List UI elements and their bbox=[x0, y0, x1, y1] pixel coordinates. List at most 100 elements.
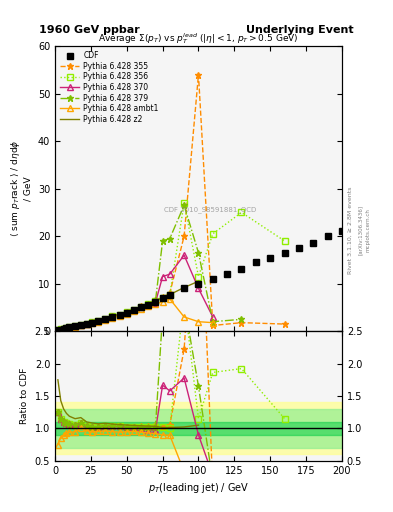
Pythia 6.428 355 bbox=[90, 319, 95, 326]
Pythia 6.428 z2 bbox=[196, 278, 201, 284]
Pythia 6.428 z2 bbox=[160, 295, 165, 301]
Pythia 6.428 370 bbox=[110, 313, 115, 319]
Pythia 6.428 355 bbox=[139, 304, 143, 310]
Pythia 6.428 370 bbox=[55, 327, 60, 333]
Pythia 6.428 z2 bbox=[96, 317, 101, 324]
CDF bbox=[146, 302, 151, 308]
Pythia 6.428 370 bbox=[146, 302, 151, 308]
CDF bbox=[59, 327, 63, 333]
Pythia 6.428 379 bbox=[160, 238, 165, 244]
CDF bbox=[96, 318, 101, 324]
Bar bbox=[55, 409, 342, 448]
Pythia 6.428 370 bbox=[117, 311, 122, 317]
Pythia 6.428 370 bbox=[67, 324, 72, 330]
Pythia 6.428 z2 bbox=[64, 324, 69, 330]
CDF bbox=[132, 307, 136, 313]
CDF bbox=[79, 323, 83, 329]
CDF bbox=[67, 324, 72, 330]
Pythia 6.428 z2 bbox=[55, 327, 60, 333]
CDF bbox=[90, 319, 95, 326]
Pythia 6.428 ambt1 bbox=[211, 319, 215, 326]
Line: Pythia 6.428 356: Pythia 6.428 356 bbox=[55, 200, 287, 333]
Pythia 6.428 355 bbox=[73, 323, 77, 329]
Pythia 6.428 379 bbox=[196, 250, 201, 256]
Pythia 6.428 356 bbox=[167, 291, 172, 297]
CDF bbox=[225, 271, 230, 278]
Pythia 6.428 370 bbox=[160, 273, 165, 280]
Pythia 6.428 z2 bbox=[146, 301, 151, 307]
Pythia 6.428 379 bbox=[64, 325, 69, 331]
Pythia 6.428 379 bbox=[167, 236, 172, 242]
Pythia 6.428 ambt1 bbox=[139, 306, 143, 312]
Pythia 6.428 ambt1 bbox=[84, 321, 89, 327]
Pythia 6.428 355 bbox=[211, 323, 215, 329]
CDF bbox=[311, 240, 316, 246]
CDF bbox=[160, 295, 165, 302]
Pythia 6.428 356 bbox=[160, 295, 165, 301]
Pythia 6.428 355 bbox=[117, 311, 122, 317]
Pythia 6.428 ambt1 bbox=[160, 298, 165, 305]
CDF bbox=[182, 285, 187, 291]
Pythia 6.428 z2 bbox=[79, 322, 83, 328]
X-axis label: $p_T$(leading jet) / GeV: $p_T$(leading jet) / GeV bbox=[148, 481, 249, 495]
Pythia 6.428 356 bbox=[73, 323, 77, 329]
Pythia 6.428 ambt1 bbox=[59, 327, 63, 333]
Bar bbox=[55, 402, 342, 454]
Pythia 6.428 370 bbox=[125, 309, 129, 315]
Pythia 6.428 356 bbox=[211, 231, 215, 237]
CDF bbox=[297, 245, 301, 251]
Pythia 6.428 ambt1 bbox=[146, 304, 151, 310]
Pythia 6.428 370 bbox=[64, 325, 69, 331]
Pythia 6.428 379 bbox=[103, 316, 108, 322]
Pythia 6.428 355 bbox=[196, 72, 201, 78]
Pythia 6.428 379 bbox=[146, 301, 151, 307]
Pythia 6.428 370 bbox=[59, 326, 63, 332]
Legend: CDF, Pythia 6.428 355, Pythia 6.428 356, Pythia 6.428 370, Pythia 6.428 379, Pyt: CDF, Pythia 6.428 355, Pythia 6.428 356,… bbox=[57, 48, 162, 126]
Pythia 6.428 ambt1 bbox=[61, 326, 66, 332]
Pythia 6.428 ambt1 bbox=[73, 324, 77, 330]
CDF bbox=[61, 326, 66, 332]
CDF bbox=[73, 324, 77, 330]
Pythia 6.428 z2 bbox=[67, 324, 72, 330]
Pythia 6.428 379 bbox=[73, 323, 77, 329]
Pythia 6.428 355 bbox=[282, 321, 287, 327]
Pythia 6.428 356 bbox=[110, 313, 115, 319]
Pythia 6.428 370 bbox=[79, 322, 83, 328]
Pythia 6.428 356 bbox=[196, 273, 201, 280]
Pythia 6.428 355 bbox=[160, 294, 165, 301]
Text: mcplots.cern.ch: mcplots.cern.ch bbox=[365, 208, 371, 252]
Pythia 6.428 370 bbox=[182, 252, 187, 258]
Pythia 6.428 z2 bbox=[125, 309, 129, 315]
Pythia 6.428 ambt1 bbox=[167, 296, 172, 302]
Bar bbox=[55, 422, 342, 435]
Pythia 6.428 356 bbox=[79, 322, 83, 328]
Text: 1960 GeV ppbar: 1960 GeV ppbar bbox=[39, 25, 140, 35]
Pythia 6.428 355 bbox=[61, 326, 66, 332]
Pythia 6.428 ambt1 bbox=[132, 308, 136, 314]
Title: Average $\Sigma(p_T)$ vs $p_T^{lead}$ ($|\eta| < 1$, $p_T > 0.5$ GeV): Average $\Sigma(p_T)$ vs $p_T^{lead}$ ($… bbox=[98, 31, 299, 46]
CDF bbox=[239, 266, 244, 272]
Pythia 6.428 ambt1 bbox=[196, 318, 201, 325]
Pythia 6.428 ambt1 bbox=[64, 325, 69, 331]
Pythia 6.428 379 bbox=[59, 326, 63, 332]
Pythia 6.428 356 bbox=[146, 301, 151, 307]
Pythia 6.428 z2 bbox=[139, 304, 143, 310]
Pythia 6.428 356 bbox=[132, 307, 136, 313]
Pythia 6.428 ambt1 bbox=[79, 323, 83, 329]
Pythia 6.428 370 bbox=[153, 300, 158, 306]
CDF bbox=[196, 281, 201, 287]
Pythia 6.428 356 bbox=[55, 327, 60, 333]
Pythia 6.428 379 bbox=[67, 324, 72, 330]
Pythia 6.428 355 bbox=[182, 233, 187, 239]
Pythia 6.428 370 bbox=[167, 271, 172, 278]
Line: Pythia 6.428 379: Pythia 6.428 379 bbox=[54, 202, 245, 333]
Pythia 6.428 370 bbox=[96, 318, 101, 324]
Pythia 6.428 z2 bbox=[182, 284, 187, 290]
Pythia 6.428 ambt1 bbox=[125, 311, 129, 317]
CDF bbox=[268, 254, 273, 261]
Pythia 6.428 z2 bbox=[103, 315, 108, 322]
Pythia 6.428 370 bbox=[211, 314, 215, 320]
Pythia 6.428 z2 bbox=[153, 297, 158, 304]
CDF bbox=[110, 314, 115, 320]
Pythia 6.428 355 bbox=[132, 307, 136, 313]
